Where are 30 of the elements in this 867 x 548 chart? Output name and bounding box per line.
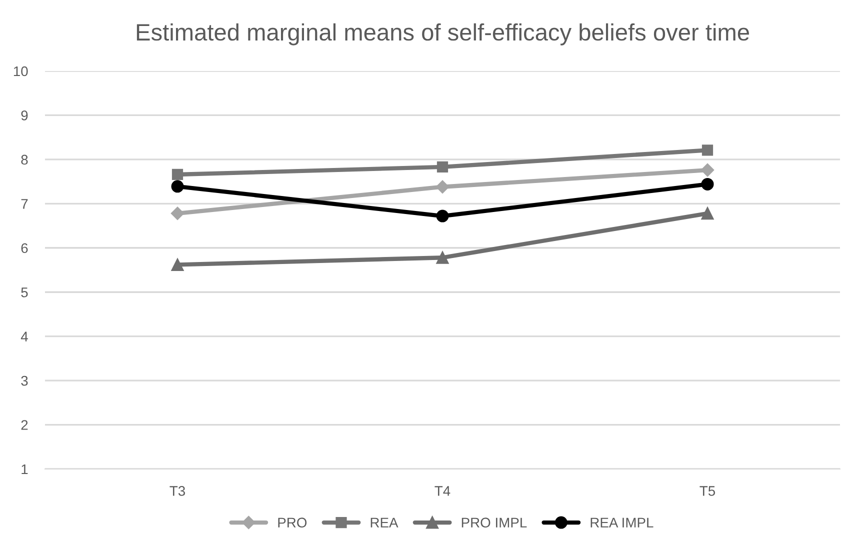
y-tick-label: 6: [21, 243, 28, 254]
x-tick-label: T4: [434, 486, 450, 496]
point: [702, 144, 714, 156]
point: [436, 180, 450, 194]
y-tick-label: 1: [22, 464, 28, 474]
y-tick-label: 3: [21, 376, 28, 386]
chart-title: Estimated marginal means of self-efficacy beliefs over time: [136, 23, 749, 46]
point: [171, 258, 184, 271]
x-tick-label: T3: [170, 486, 185, 496]
x-tick-label: T5: [700, 486, 716, 496]
point: [436, 161, 448, 173]
y-tick-label: 5: [21, 288, 28, 298]
point: [700, 163, 714, 177]
y-tick-label: 9: [21, 110, 28, 120]
legend-label: PRO IMPL: [462, 518, 527, 528]
legend-label: REA: [370, 518, 398, 528]
point: [436, 251, 449, 264]
y-tick-label: 4: [20, 332, 28, 342]
point: [701, 178, 714, 190]
point: [701, 207, 714, 220]
legend-label: PRO: [278, 518, 307, 528]
y-tick-label: 7: [21, 199, 28, 209]
point: [436, 210, 449, 222]
point: [172, 168, 184, 180]
point: [170, 206, 184, 220]
point: [171, 180, 184, 193]
y-tick-label: 10: [14, 66, 28, 76]
y-tick-label: 2: [21, 420, 28, 430]
y-tick-label: 8: [21, 154, 28, 165]
legend-label: REA IMPL: [590, 518, 654, 528]
